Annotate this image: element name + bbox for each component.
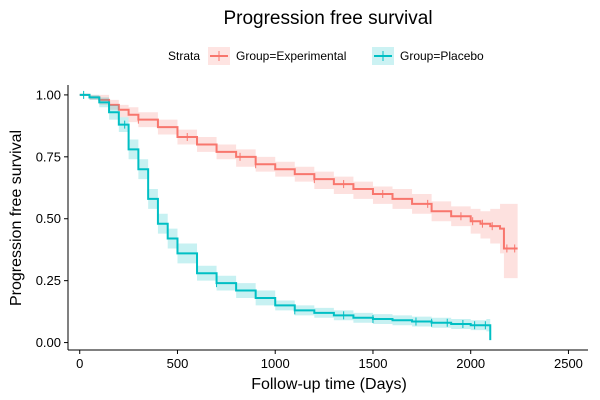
- plot-area: [79, 90, 518, 343]
- axes: 0 500 1000 1500 2000 2500 0.00 0.25 0.50 0.75 1.00: [36, 85, 588, 371]
- x-tick-label: 2000: [456, 356, 485, 371]
- y-tick-label: 1.00: [36, 87, 61, 102]
- x-axis-title: Follow-up time (Days): [251, 376, 407, 393]
- chart-title: Progression free survival: [223, 8, 432, 29]
- legend-label-placebo: Group=Placebo: [400, 49, 484, 63]
- legend: Strata Group=Experimental Group=Placebo: [168, 47, 484, 65]
- x-tick-label: 0: [76, 356, 83, 371]
- x-tick-label: 500: [167, 356, 189, 371]
- y-axis-title: Progression free survival: [8, 130, 25, 306]
- legend-entry-placebo: Group=Placebo: [372, 47, 484, 65]
- confidence-band-experimental: [79, 94, 518, 279]
- x-tick-label: 1500: [359, 356, 388, 371]
- legend-label-experimental: Group=Experimental: [236, 49, 346, 63]
- y-tick-label: 0.50: [36, 211, 61, 226]
- y-tick-label: 0.75: [36, 149, 61, 164]
- x-tick-label: 2500: [554, 356, 583, 371]
- confidence-band-placebo: [79, 94, 491, 343]
- y-tick-label: 0.25: [36, 273, 61, 288]
- legend-title: Strata: [168, 49, 200, 63]
- survival-line-experimental: [79, 93, 518, 250]
- y-tick-label: 0.00: [36, 335, 61, 350]
- x-tick-label: 1000: [261, 356, 290, 371]
- legend-entry-experimental: Group=Experimental: [208, 47, 346, 65]
